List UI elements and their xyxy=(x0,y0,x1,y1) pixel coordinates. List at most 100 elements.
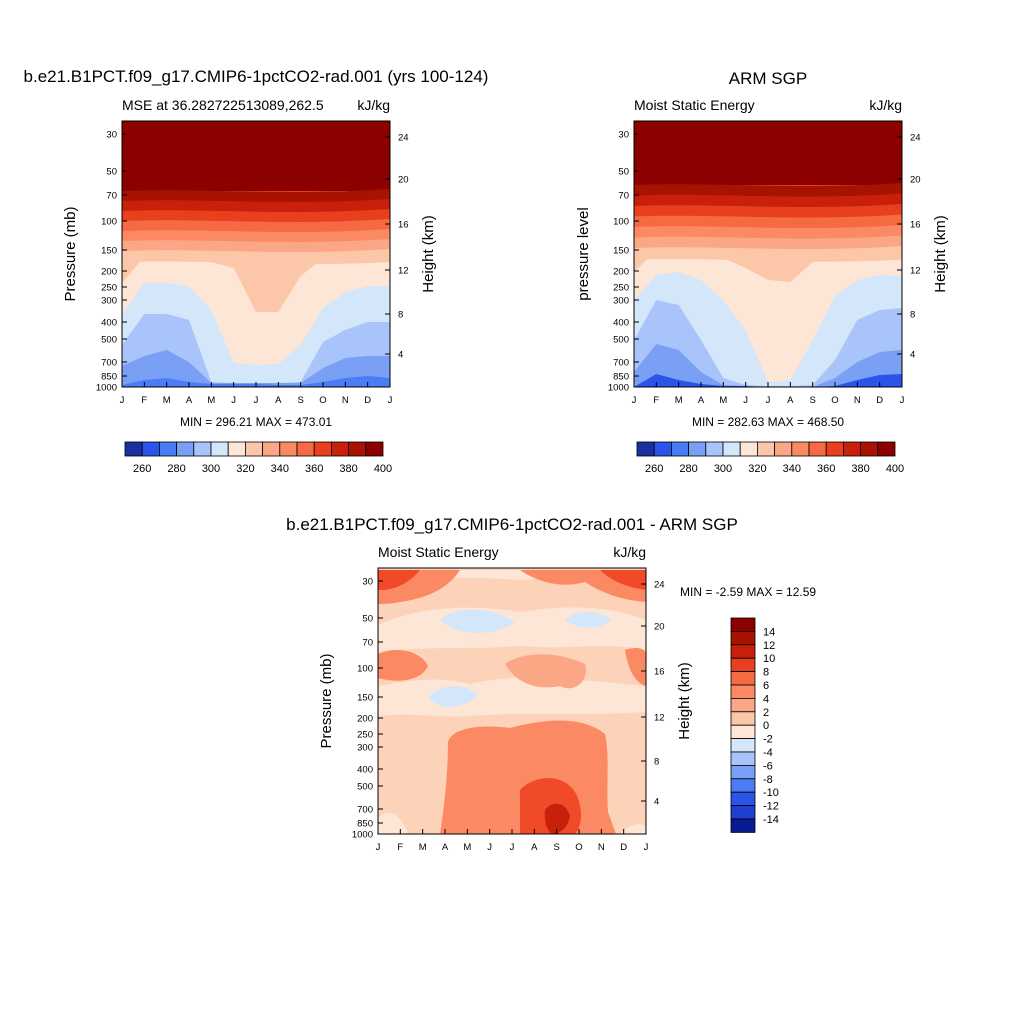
colorbar-label: 300 xyxy=(714,463,732,475)
colorbar-label: 260 xyxy=(645,463,663,475)
panel-diff-ylabel: Pressure (mb) xyxy=(318,653,335,748)
colorbar-label: 14 xyxy=(763,626,775,638)
colorbar-label: 360 xyxy=(305,463,323,475)
pressure-tick-label: 50 xyxy=(362,614,373,625)
height-tick-label: 8 xyxy=(654,757,659,768)
height-tick-label: 8 xyxy=(398,310,403,321)
pressure-tick-label: 1000 xyxy=(608,383,629,394)
colorbar-swatch xyxy=(159,442,176,456)
colorbar-swatch xyxy=(740,442,757,456)
height-tick-label: 20 xyxy=(398,175,409,186)
colorbar-swatch xyxy=(731,739,755,752)
height-tick-label: 4 xyxy=(910,350,915,361)
height-tick-label: 16 xyxy=(398,220,409,231)
month-tick-label: D xyxy=(620,842,627,853)
month-tick-label: M xyxy=(207,395,215,406)
height-tick-label: 20 xyxy=(910,175,921,186)
colorbar-swatch xyxy=(125,442,142,456)
colorbar-label: 260 xyxy=(133,463,151,475)
colorbar-label: -2 xyxy=(763,734,773,746)
panel-model-stats: MIN = 296.21 MAX = 473.01 xyxy=(180,415,332,429)
month-tick-label: S xyxy=(297,395,303,406)
panel-model-title: b.e21.B1PCT.f09_g17.CMIP6-1pctCO2-rad.00… xyxy=(24,67,489,86)
panel-model-contours xyxy=(122,119,390,387)
colorbar-swatch xyxy=(731,672,755,685)
panel-diff-colorbar: 14121086420-2-4-6-8-10-12-14 xyxy=(731,618,779,832)
colorbar-label: 300 xyxy=(202,463,220,475)
pressure-tick-label: 70 xyxy=(362,638,373,649)
pressure-tick-label: 50 xyxy=(106,167,117,178)
month-tick-label: S xyxy=(553,842,559,853)
colorbar-label: 320 xyxy=(748,463,766,475)
pressure-tick-label: 300 xyxy=(357,743,373,754)
colorbar-label: 340 xyxy=(271,463,289,475)
colorbar-swatch xyxy=(731,645,755,658)
month-tick-label: A xyxy=(698,395,705,406)
colorbar-swatch xyxy=(861,442,878,456)
colorbar-swatch xyxy=(878,442,895,456)
pressure-tick-label: 1000 xyxy=(352,830,373,841)
height-tick-label: 24 xyxy=(654,580,665,591)
contour-band-top xyxy=(634,121,902,185)
colorbar-label: -4 xyxy=(763,747,773,759)
pressure-tick-label: 30 xyxy=(106,130,117,141)
colorbar-swatch xyxy=(366,442,383,456)
colorbar-swatch xyxy=(297,442,314,456)
colorbar-swatch xyxy=(671,442,688,456)
panel-diff: b.e21.B1PCT.f09_g17.CMIP6-1pctCO2-rad.00… xyxy=(286,515,816,853)
height-tick-label: 20 xyxy=(654,622,665,633)
month-tick-label: F xyxy=(397,842,403,853)
colorbar-swatch xyxy=(826,442,843,456)
colorbar-swatch xyxy=(731,725,755,738)
panel-obs-left-label: Moist Static Energy xyxy=(634,97,755,113)
panel-model: b.e21.B1PCT.f09_g17.CMIP6-1pctCO2-rad.00… xyxy=(24,67,489,475)
pressure-tick-label: 200 xyxy=(613,267,629,278)
pressure-tick-label: 70 xyxy=(618,191,629,202)
height-tick-label: 12 xyxy=(654,713,665,724)
pressure-tick-label: 250 xyxy=(101,283,117,294)
colorbar-swatch xyxy=(245,442,262,456)
colorbar-swatch xyxy=(843,442,860,456)
colorbar-swatch xyxy=(757,442,774,456)
colorbar-swatch xyxy=(731,698,755,711)
colorbar-label: -12 xyxy=(763,801,779,813)
month-tick-label: J xyxy=(743,395,748,406)
height-tick-label: 12 xyxy=(398,266,409,277)
height-tick-label: 4 xyxy=(654,797,659,808)
colorbar-label: 6 xyxy=(763,680,769,692)
colorbar-label: 12 xyxy=(763,640,775,652)
colorbar-label: 400 xyxy=(886,463,904,475)
colorbar-swatch xyxy=(731,792,755,805)
panel-model-colorbar: 260 280 300 320 340 360 380 400 xyxy=(125,442,392,475)
colorbar-swatch xyxy=(731,631,755,644)
month-tick-label: O xyxy=(319,395,326,406)
month-tick-label: J xyxy=(632,395,637,406)
colorbar-swatch xyxy=(637,442,654,456)
colorbar-swatch xyxy=(280,442,297,456)
pressure-tick-label: 400 xyxy=(357,765,373,776)
height-tick-label: 12 xyxy=(910,266,921,277)
month-tick-label: O xyxy=(575,842,582,853)
month-tick-label: N xyxy=(598,842,605,853)
colorbar-label: -8 xyxy=(763,774,773,786)
height-tick-label: 24 xyxy=(910,133,921,144)
month-tick-label: J xyxy=(376,842,381,853)
height-tick-label: 16 xyxy=(910,220,921,231)
pressure-tick-label: 700 xyxy=(357,805,373,816)
month-tick-label: A xyxy=(275,395,282,406)
month-tick-label: F xyxy=(141,395,147,406)
pressure-tick-label: 100 xyxy=(101,217,117,228)
month-tick-label: M xyxy=(719,395,727,406)
month-tick-label: J xyxy=(231,395,236,406)
colorbar-swatch xyxy=(194,442,211,456)
pressure-tick-label: 50 xyxy=(618,167,629,178)
pressure-tick-label: 150 xyxy=(101,246,117,257)
colorbar-swatch xyxy=(809,442,826,456)
colorbar-label: 380 xyxy=(339,463,357,475)
month-tick-label: D xyxy=(876,395,883,406)
pressure-tick-label: 500 xyxy=(357,782,373,793)
panel-diff-ylabel-right: Height (km) xyxy=(676,662,693,740)
colorbar-swatch xyxy=(731,685,755,698)
pressure-tick-label: 70 xyxy=(106,191,117,202)
colorbar-label: 280 xyxy=(679,463,697,475)
